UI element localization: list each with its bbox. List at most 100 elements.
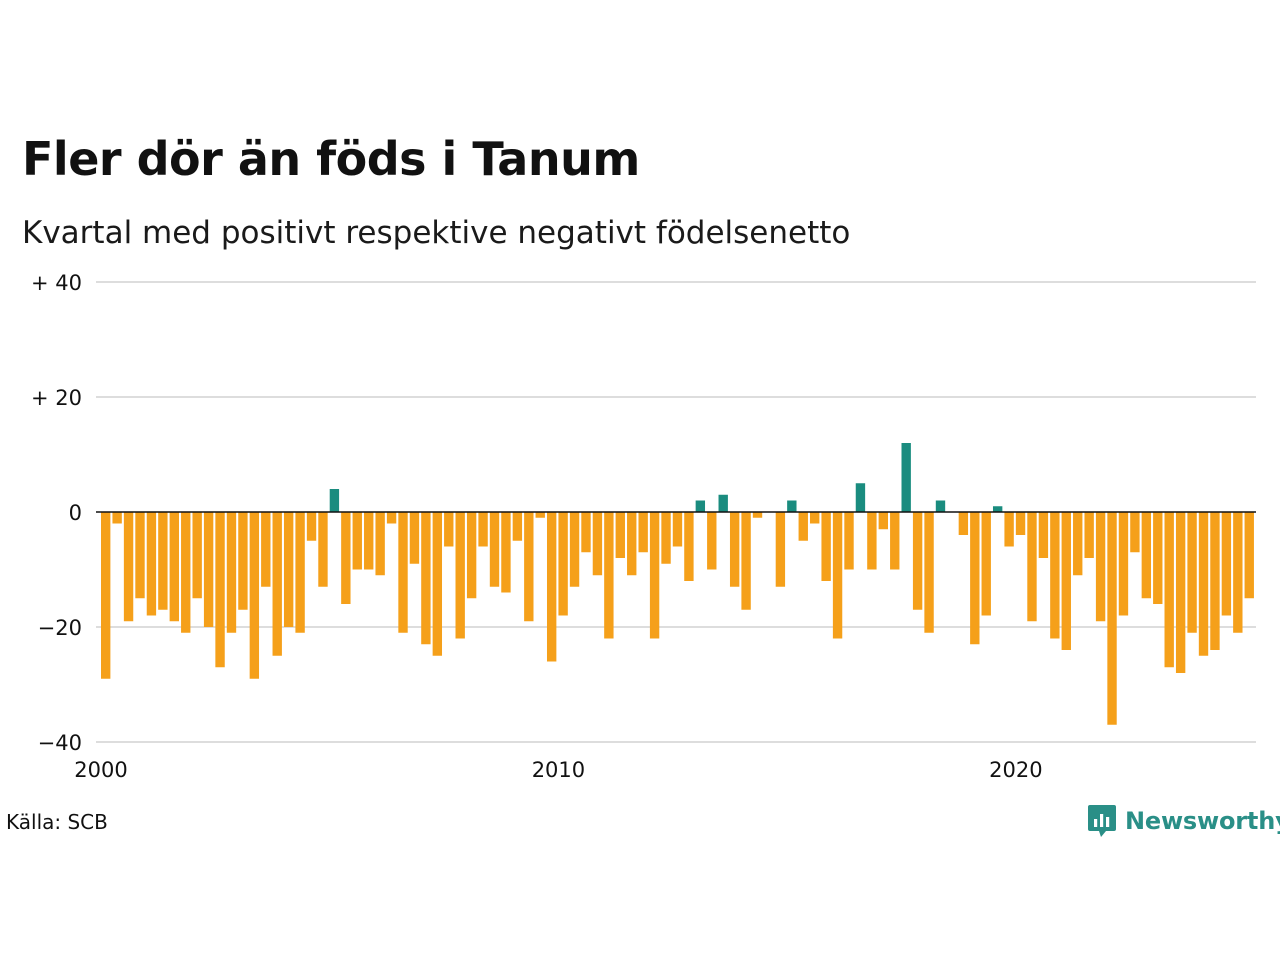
bar-negative (249, 512, 260, 679)
y-tick-label: + 40 (31, 271, 82, 295)
bar-positive (855, 483, 866, 512)
axes: + 40 + 20 0 −20 −40 2000 2010 2020 (31, 271, 1256, 782)
bar-negative (272, 512, 282, 656)
bar-negative (924, 512, 934, 633)
x-tick-label: 2000 (74, 758, 127, 782)
bar-negative (1027, 512, 1037, 622)
bar-negative (352, 512, 362, 570)
x-tick-label: 2020 (989, 758, 1042, 782)
bar-negative (1153, 512, 1163, 604)
chart-subtitle: Kvartal med positivt respektive negativt… (22, 215, 851, 251)
bar-negative (535, 512, 545, 518)
bar-negative (741, 512, 751, 610)
bar-negative (215, 512, 225, 668)
x-tick-label: 2010 (532, 758, 585, 782)
bar-negative (341, 512, 351, 604)
bar-negative (1233, 512, 1243, 633)
bar-negative (421, 512, 431, 645)
bar-negative (592, 512, 603, 576)
bar-negative (890, 512, 900, 570)
bar-negative (398, 512, 408, 633)
bar-negative (261, 512, 271, 587)
bar-negative (181, 512, 191, 633)
bar-negative (283, 512, 294, 627)
bar-positive (901, 443, 911, 512)
y-tick-label: + 20 (31, 386, 82, 410)
bar-negative (226, 512, 237, 633)
bar-negative (455, 512, 465, 639)
bar-negative (364, 512, 374, 570)
bar-negative (238, 512, 248, 610)
bar-positive (935, 500, 946, 512)
bar-negative (627, 512, 637, 576)
bar-negative (1244, 512, 1254, 599)
bar-negative (798, 512, 808, 541)
bar-negative (867, 512, 877, 570)
bar-negative (375, 512, 385, 576)
bar-negative (1130, 512, 1140, 553)
bar-negative (1050, 512, 1060, 639)
bar-negative (970, 512, 980, 645)
bar-negative (203, 512, 214, 627)
bar-negative (386, 512, 397, 524)
bar-negative (409, 512, 420, 564)
bar-negative (1187, 512, 1197, 633)
bar-positive (992, 506, 1003, 512)
bar-negative (569, 512, 580, 587)
bar-negative (306, 512, 317, 541)
bar-negative (501, 512, 511, 593)
bar-negative (1095, 512, 1106, 622)
bar-negative (832, 512, 843, 639)
bar-negative (112, 512, 122, 524)
bar-negative (1198, 512, 1209, 656)
bar-negative (1164, 512, 1174, 668)
bar-negative (1107, 512, 1117, 725)
bar-negative (912, 512, 923, 610)
bar-negative (1015, 512, 1026, 535)
bar-negative (558, 512, 568, 616)
bar-negative (123, 512, 134, 622)
bar-negative (752, 512, 763, 518)
y-tick-label: −20 (38, 616, 82, 640)
bar-negative (489, 512, 500, 587)
bar-negative (466, 512, 477, 599)
bar-negative (821, 512, 831, 581)
bar-negative (1221, 512, 1232, 616)
bar-negative (775, 512, 786, 587)
bar-positive (329, 489, 340, 512)
bar-negative (1210, 512, 1220, 650)
chart-title: Fler dör än föds i Tanum (22, 132, 640, 186)
bar-negative (810, 512, 820, 524)
newsworthy-logo-icon (1088, 805, 1116, 837)
bar-negative (546, 512, 557, 662)
bar-negative (1118, 512, 1129, 616)
y-tick-label: −40 (38, 731, 82, 755)
source-note: Källa: SCB (6, 810, 108, 834)
bar-negative (1038, 512, 1049, 558)
bar-negative (1004, 512, 1014, 547)
bar-negative (615, 512, 625, 558)
bar-negative (1084, 512, 1094, 558)
bar-negative (192, 512, 202, 599)
bar-negative (169, 512, 179, 622)
bar-negative (604, 512, 614, 639)
bar-negative (146, 512, 157, 616)
bar-negative (1061, 512, 1071, 650)
bar-negative (478, 512, 488, 547)
bar-negative (638, 512, 648, 553)
bar-negative (844, 512, 854, 570)
bar-negative (1141, 512, 1152, 599)
bar-negative (958, 512, 969, 535)
bar-negative (158, 512, 168, 610)
bar-negative (524, 512, 534, 622)
bar-negative (101, 512, 111, 679)
bar-negative (649, 512, 660, 639)
bar-negative (707, 512, 717, 570)
bar-negative (684, 512, 694, 581)
bar-negative (444, 512, 454, 547)
brand-name: Newsworthy (1125, 807, 1280, 835)
bar-negative (581, 512, 591, 553)
bar-negative (729, 512, 740, 587)
brand-logo[interactable]: Newsworthy (1087, 803, 1280, 839)
